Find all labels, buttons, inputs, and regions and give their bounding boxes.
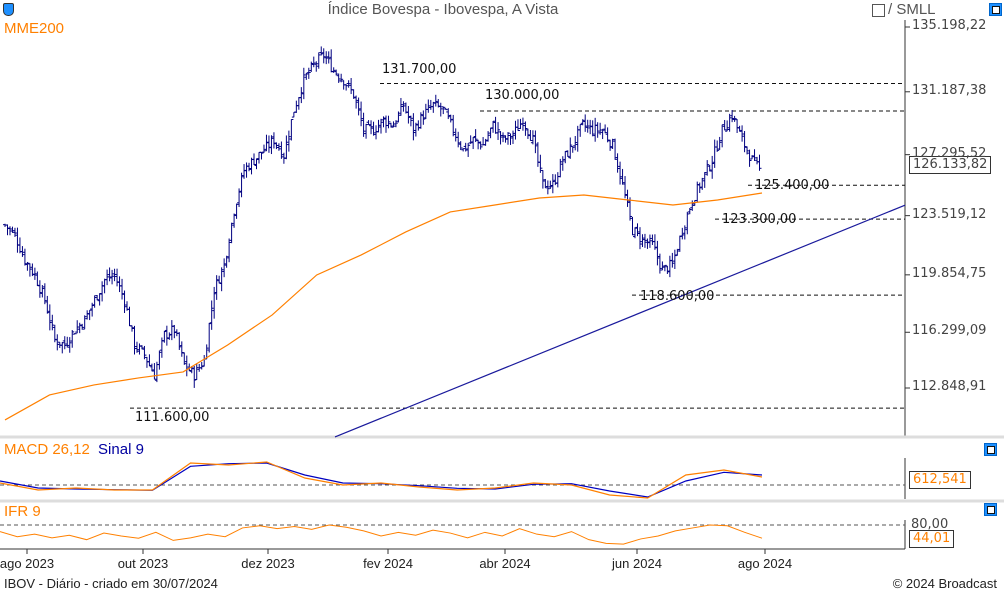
chart-title: Índice Bovespa - Ibovespa, A Vista <box>327 1 559 18</box>
level-label: 111.600,00 <box>135 410 210 425</box>
shield-icon[interactable] <box>3 3 14 16</box>
x-tick-label: fev 2024 <box>363 556 413 571</box>
ifr-label: IFR 9 <box>4 503 41 520</box>
y-tick-label: 127.295,52 <box>912 145 987 161</box>
level-label: 118.600,00 <box>640 289 715 304</box>
last-price-box: 126.133,82 <box>909 156 992 174</box>
footer-left: IBOV - Diário - criado em 30/07/2024 <box>4 576 218 591</box>
ema-label: MME200 <box>4 20 65 37</box>
y-tick-label: 135.198,22 <box>912 18 987 33</box>
x-tick-label: jun 2024 <box>612 556 662 571</box>
checkbox-icon[interactable] <box>872 4 885 17</box>
signal-label: Sinal 9 <box>98 441 144 458</box>
x-tick-label: dez 2023 <box>241 556 295 571</box>
level-label: 123.300,00 <box>722 212 797 227</box>
expand-icon[interactable] <box>984 503 997 516</box>
macd-label: MACD 26,12 <box>4 441 90 458</box>
ifr-value-box: 44,01 <box>909 530 955 548</box>
trendline <box>334 204 906 438</box>
ifr-reference-label: 80,00 <box>911 517 949 532</box>
y-tick-label: 131.187,38 <box>912 82 987 98</box>
expand-icon[interactable] <box>984 443 997 456</box>
level-label: 130.000,00 <box>485 88 560 103</box>
macd-value-box: 612,541 <box>909 471 971 489</box>
level-label: 125.400,00 <box>755 178 830 193</box>
y-tick-label: 116.299,09 <box>912 323 987 339</box>
y-tick-label: 123.519,12 <box>912 206 987 222</box>
ema200-line <box>4 192 763 421</box>
x-tick-label: ago 2024 <box>737 556 793 571</box>
y-tick-label: 119.854,75 <box>912 265 987 281</box>
macd-line <box>0 461 763 499</box>
x-tick-label: ago 2023 <box>0 556 55 571</box>
x-tick-label: out 2023 <box>117 556 169 571</box>
footer-right: © 2024 Broadcast <box>892 576 997 591</box>
y-tick-label: 112.848,91 <box>912 379 987 394</box>
x-tick-label: abr 2024 <box>479 556 531 571</box>
expand-icon[interactable] <box>989 3 1002 16</box>
level-label: 131.700,00 <box>382 62 457 77</box>
ifr-line <box>0 524 763 545</box>
signal-line <box>0 462 763 498</box>
macd-legend: MACD 26,12 Sinal 9 <box>4 441 144 458</box>
compare-label: / SMLL <box>888 1 936 18</box>
